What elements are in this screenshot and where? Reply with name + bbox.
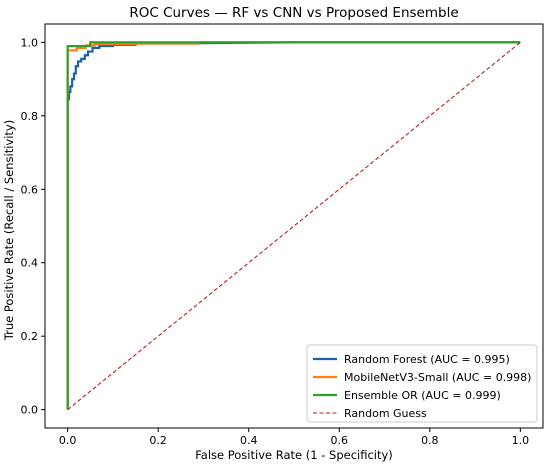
x-tick-label: 1.0 (512, 434, 530, 447)
y-tick-label: 0.0 (21, 404, 39, 417)
y-tick-label: 0.8 (21, 110, 39, 123)
chart-title: ROC Curves — RF vs CNN vs Proposed Ensem… (129, 5, 458, 21)
legend-label-3: Random Guess (344, 407, 427, 420)
x-axis-label: False Positive Rate (1 - Specificity) (195, 448, 393, 462)
legend: Random Forest (AUC = 0.995) MobileNetV3-S… (307, 345, 537, 422)
legend-label-2: Ensemble OR (AUC = 0.999) (344, 389, 501, 402)
x-tick-label: 0.4 (240, 434, 258, 447)
x-tick-label: 0.6 (331, 434, 349, 447)
y-tick-label: 1.0 (21, 36, 39, 49)
y-tick-label: 0.2 (21, 330, 39, 343)
y-tick-label: 0.4 (21, 257, 39, 270)
x-tick-label: 0.8 (421, 434, 439, 447)
y-axis-label: True Positive Rate (Recall / Sensitivity… (2, 120, 16, 341)
x-axis-ticks: 0.0 0.2 0.4 0.6 0.8 1.0 (59, 428, 529, 447)
legend-label-1: MobileNetV3-Small (AUC = 0.998) (344, 371, 531, 384)
x-tick-label: 0.2 (149, 434, 167, 447)
y-axis-ticks: 0.0 0.2 0.4 0.6 0.8 1.0 (21, 36, 46, 416)
y-tick-label: 0.6 (21, 183, 39, 196)
legend-label-0: Random Forest (AUC = 0.995) (344, 353, 510, 366)
x-tick-label: 0.0 (59, 434, 77, 447)
